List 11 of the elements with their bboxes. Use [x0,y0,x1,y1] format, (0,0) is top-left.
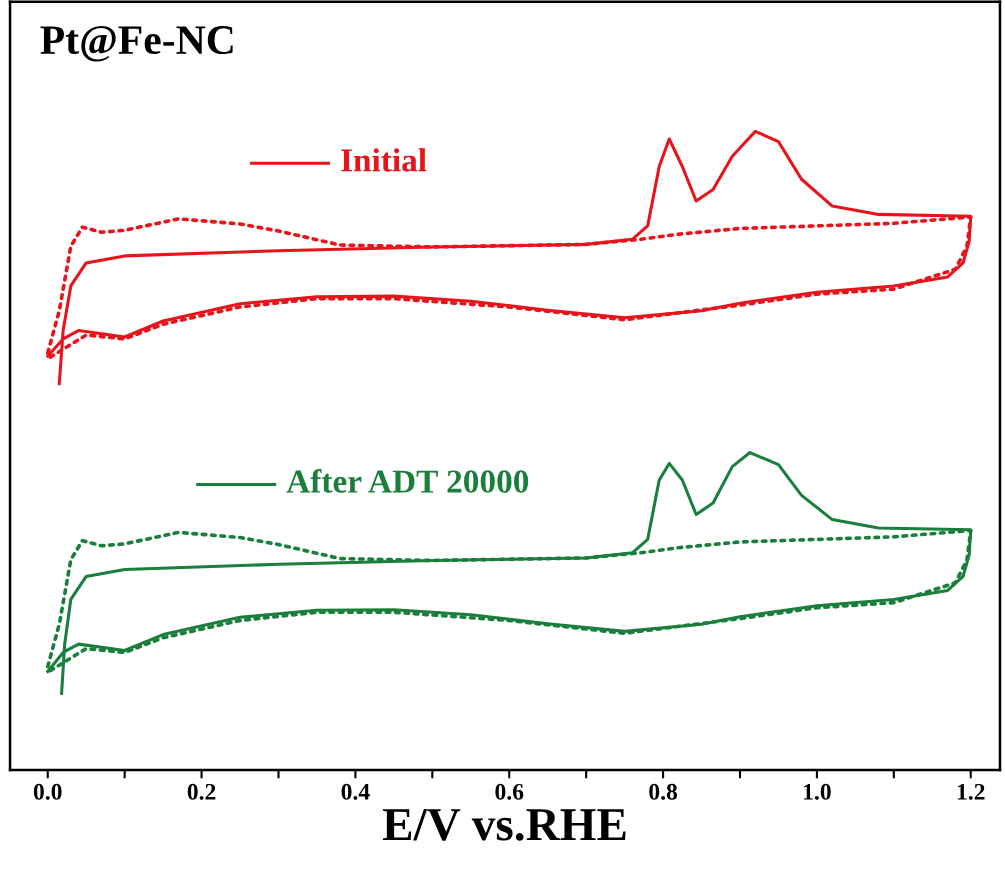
x-tick-label: 0.2 [187,783,216,800]
legend-label: Initial [341,148,427,172]
x-tick-label: 1.0 [804,783,831,800]
legend-label: After ADT 20000 [286,469,529,493]
x-tick-label: 0.4 [341,783,370,800]
x-axis-title: E/V vs.RHE [382,808,626,841]
x-tick-label: 0.0 [33,783,62,800]
x-tick-label: 1.2 [957,783,985,800]
x-tick-label: 0.8 [649,783,678,800]
x-tick-label: 0.6 [495,783,524,800]
chart-title: Pt@Fe-NC [40,25,233,62]
